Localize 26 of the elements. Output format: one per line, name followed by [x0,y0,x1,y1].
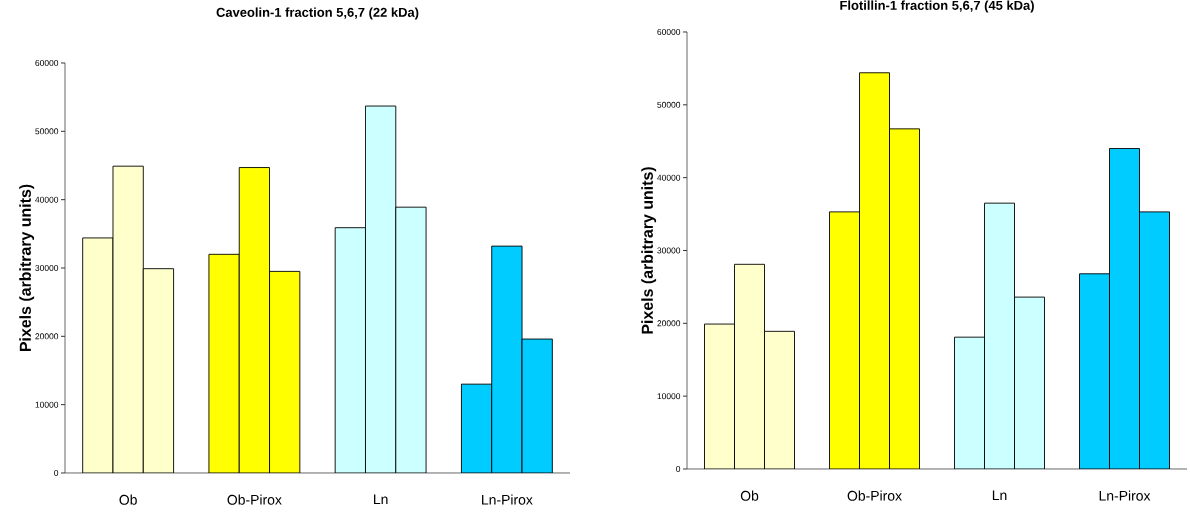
y-tick-label: 10000 [35,401,59,408]
x-tick-label: Ob-Pirox [847,490,902,501]
y-tick-label: 60000 [35,60,59,66]
y-tick-label: 40000 [657,174,681,181]
chart-title: Flotillin-1 fraction 5,6,7 (45 kDa) [840,0,1034,13]
y-tick-label: 40000 [35,196,59,203]
x-tick-label: Ob [119,494,137,505]
x-tick-label: Ln [374,494,388,505]
chart-title: Caveolin-1 fraction 5,6,7 (22 kDa) [216,7,419,20]
y-tick-label: 50000 [657,101,681,108]
y-axis-title: Pixels (arbitrary units) [19,184,35,352]
x-tick-label: Ln [992,490,1007,501]
x-tick-label: Ln-Pirox [482,494,533,505]
y-tick-label: 0 [54,469,59,476]
x-tick-label: Ob-Pirox [227,494,282,505]
y-tick-label: 10000 [657,393,681,400]
y-tick-label: 60000 [657,28,681,35]
y-tick-label: 30000 [35,265,59,271]
y-axis-title: Pixels (arbitrary units) [641,167,657,334]
y-tick-label: 0 [676,465,681,472]
y-tick-label: 30000 [657,247,681,254]
y-tick-label: 50000 [35,128,59,135]
y-tick-label: 20000 [35,333,59,340]
x-tick-label: Ob [740,490,759,501]
y-tick-label: 20000 [657,320,681,327]
x-tick-label: Ln-Pirox [1099,490,1151,501]
